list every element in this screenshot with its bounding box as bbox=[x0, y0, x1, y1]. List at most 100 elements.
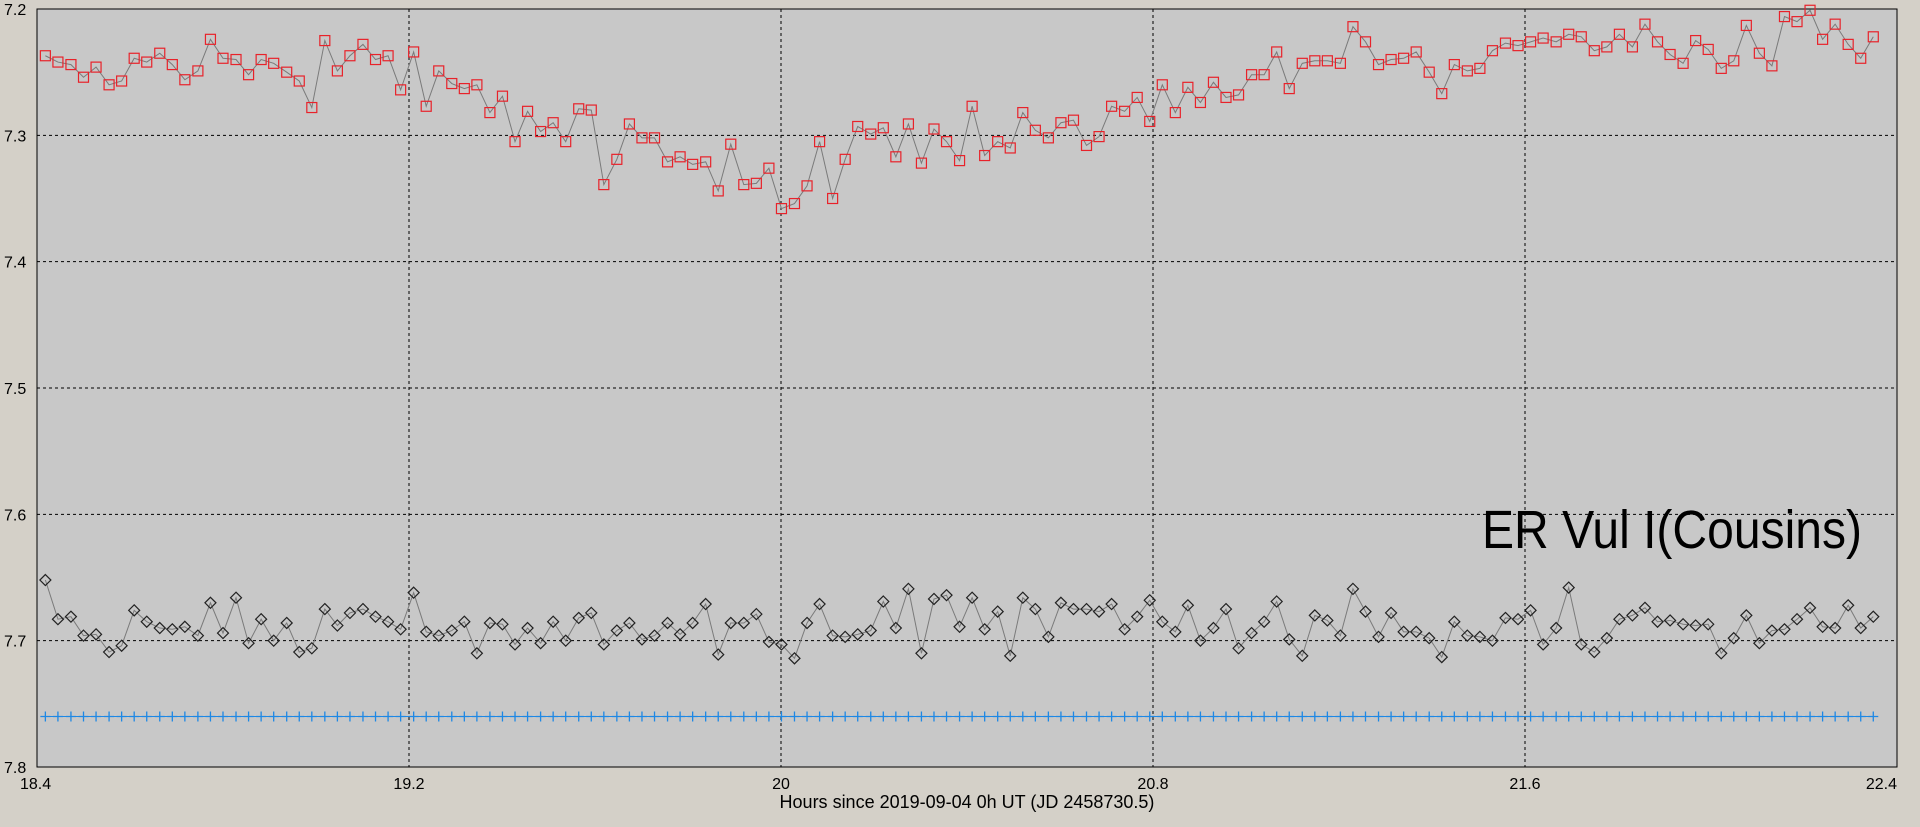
data-point bbox=[243, 711, 254, 722]
data-point bbox=[154, 47, 166, 59]
data-point bbox=[598, 179, 610, 191]
data-point bbox=[1854, 621, 1868, 635]
data-point bbox=[776, 711, 787, 722]
data-point bbox=[1282, 633, 1296, 646]
data-point bbox=[1271, 711, 1282, 722]
data-point bbox=[1003, 649, 1017, 663]
data-point bbox=[1334, 57, 1346, 69]
data-point bbox=[281, 711, 292, 722]
data-point bbox=[1828, 621, 1842, 635]
data-point bbox=[522, 711, 533, 722]
data-point bbox=[1739, 609, 1753, 622]
data-point bbox=[1157, 711, 1168, 722]
data-point bbox=[1817, 711, 1828, 722]
data-point bbox=[1511, 612, 1525, 626]
data-point bbox=[611, 153, 623, 165]
data-point bbox=[204, 596, 217, 610]
data-point bbox=[1841, 598, 1855, 612]
data-point bbox=[369, 610, 382, 624]
data-point bbox=[1626, 41, 1639, 53]
data-point bbox=[547, 117, 559, 129]
data-point bbox=[496, 90, 509, 102]
data-point bbox=[1143, 593, 1157, 607]
data-point bbox=[1614, 711, 1625, 722]
data-point bbox=[1677, 57, 1689, 69]
data-point bbox=[433, 711, 444, 722]
data-point bbox=[1182, 81, 1194, 93]
y-tick-label: 7.5 bbox=[4, 381, 26, 398]
data-point bbox=[1524, 603, 1537, 617]
data-point bbox=[179, 711, 190, 722]
data-point bbox=[231, 711, 242, 722]
data-point bbox=[1778, 622, 1791, 636]
y-tick-label: 7.4 bbox=[4, 255, 26, 272]
data-point bbox=[1295, 649, 1309, 663]
data-point bbox=[661, 156, 674, 168]
data-point bbox=[978, 622, 992, 636]
data-point bbox=[700, 711, 711, 722]
data-point bbox=[1537, 32, 1549, 44]
data-point bbox=[1613, 28, 1625, 40]
data-point bbox=[1790, 612, 1804, 626]
data-point bbox=[1486, 45, 1499, 57]
data-point bbox=[446, 77, 458, 90]
data-point bbox=[1866, 610, 1880, 624]
data-point bbox=[1550, 36, 1562, 48]
x-tick-label: 20 bbox=[772, 776, 790, 793]
data-point bbox=[1830, 711, 1841, 722]
data-point bbox=[230, 53, 242, 66]
data-point bbox=[535, 711, 546, 722]
data-point bbox=[1042, 132, 1054, 144]
data-point bbox=[1220, 91, 1232, 104]
data-point bbox=[141, 56, 153, 68]
data-point bbox=[687, 711, 698, 722]
data-point bbox=[1639, 18, 1651, 30]
data-point bbox=[39, 573, 52, 587]
data-point bbox=[1728, 711, 1739, 722]
data-point bbox=[1626, 609, 1639, 622]
data-point bbox=[268, 711, 279, 722]
data-point bbox=[509, 136, 521, 148]
x-axis-label: Hours since 2019-09-04 0h UT (JD 2458730… bbox=[780, 792, 1155, 812]
data-point bbox=[699, 597, 713, 611]
data-point bbox=[636, 132, 648, 144]
data-point bbox=[1245, 626, 1258, 640]
data-point bbox=[1754, 711, 1765, 722]
data-point bbox=[724, 616, 738, 630]
data-point bbox=[534, 636, 547, 650]
data-point bbox=[294, 711, 305, 722]
data-point bbox=[1360, 711, 1371, 722]
data-point bbox=[1144, 115, 1156, 128]
data-point bbox=[229, 591, 243, 605]
data-point bbox=[1487, 711, 1498, 722]
data-point bbox=[1601, 711, 1612, 722]
data-point bbox=[878, 711, 889, 722]
data-point bbox=[941, 711, 952, 722]
data-point bbox=[1005, 711, 1016, 722]
data-point bbox=[459, 711, 470, 722]
data-point bbox=[1321, 55, 1333, 67]
data-point bbox=[1702, 43, 1714, 56]
data-point bbox=[889, 621, 903, 635]
data-point bbox=[1651, 36, 1664, 48]
data-point bbox=[1029, 124, 1041, 136]
data-point bbox=[1270, 595, 1284, 608]
data-point bbox=[813, 597, 826, 611]
data-point bbox=[483, 616, 497, 630]
data-point bbox=[52, 711, 63, 722]
data-point bbox=[1054, 596, 1068, 610]
data-point bbox=[737, 616, 751, 630]
data-point bbox=[344, 50, 356, 62]
data-point bbox=[1627, 711, 1638, 722]
data-point bbox=[1207, 621, 1220, 635]
data-point bbox=[457, 615, 471, 629]
data-point bbox=[1016, 591, 1030, 605]
data-point bbox=[256, 711, 267, 722]
data-point bbox=[675, 711, 686, 722]
data-point bbox=[992, 711, 1003, 722]
data-point bbox=[319, 711, 330, 722]
data-point bbox=[738, 179, 750, 191]
data-point bbox=[1081, 711, 1092, 722]
data-point bbox=[865, 711, 876, 722]
data-point bbox=[1613, 612, 1626, 626]
